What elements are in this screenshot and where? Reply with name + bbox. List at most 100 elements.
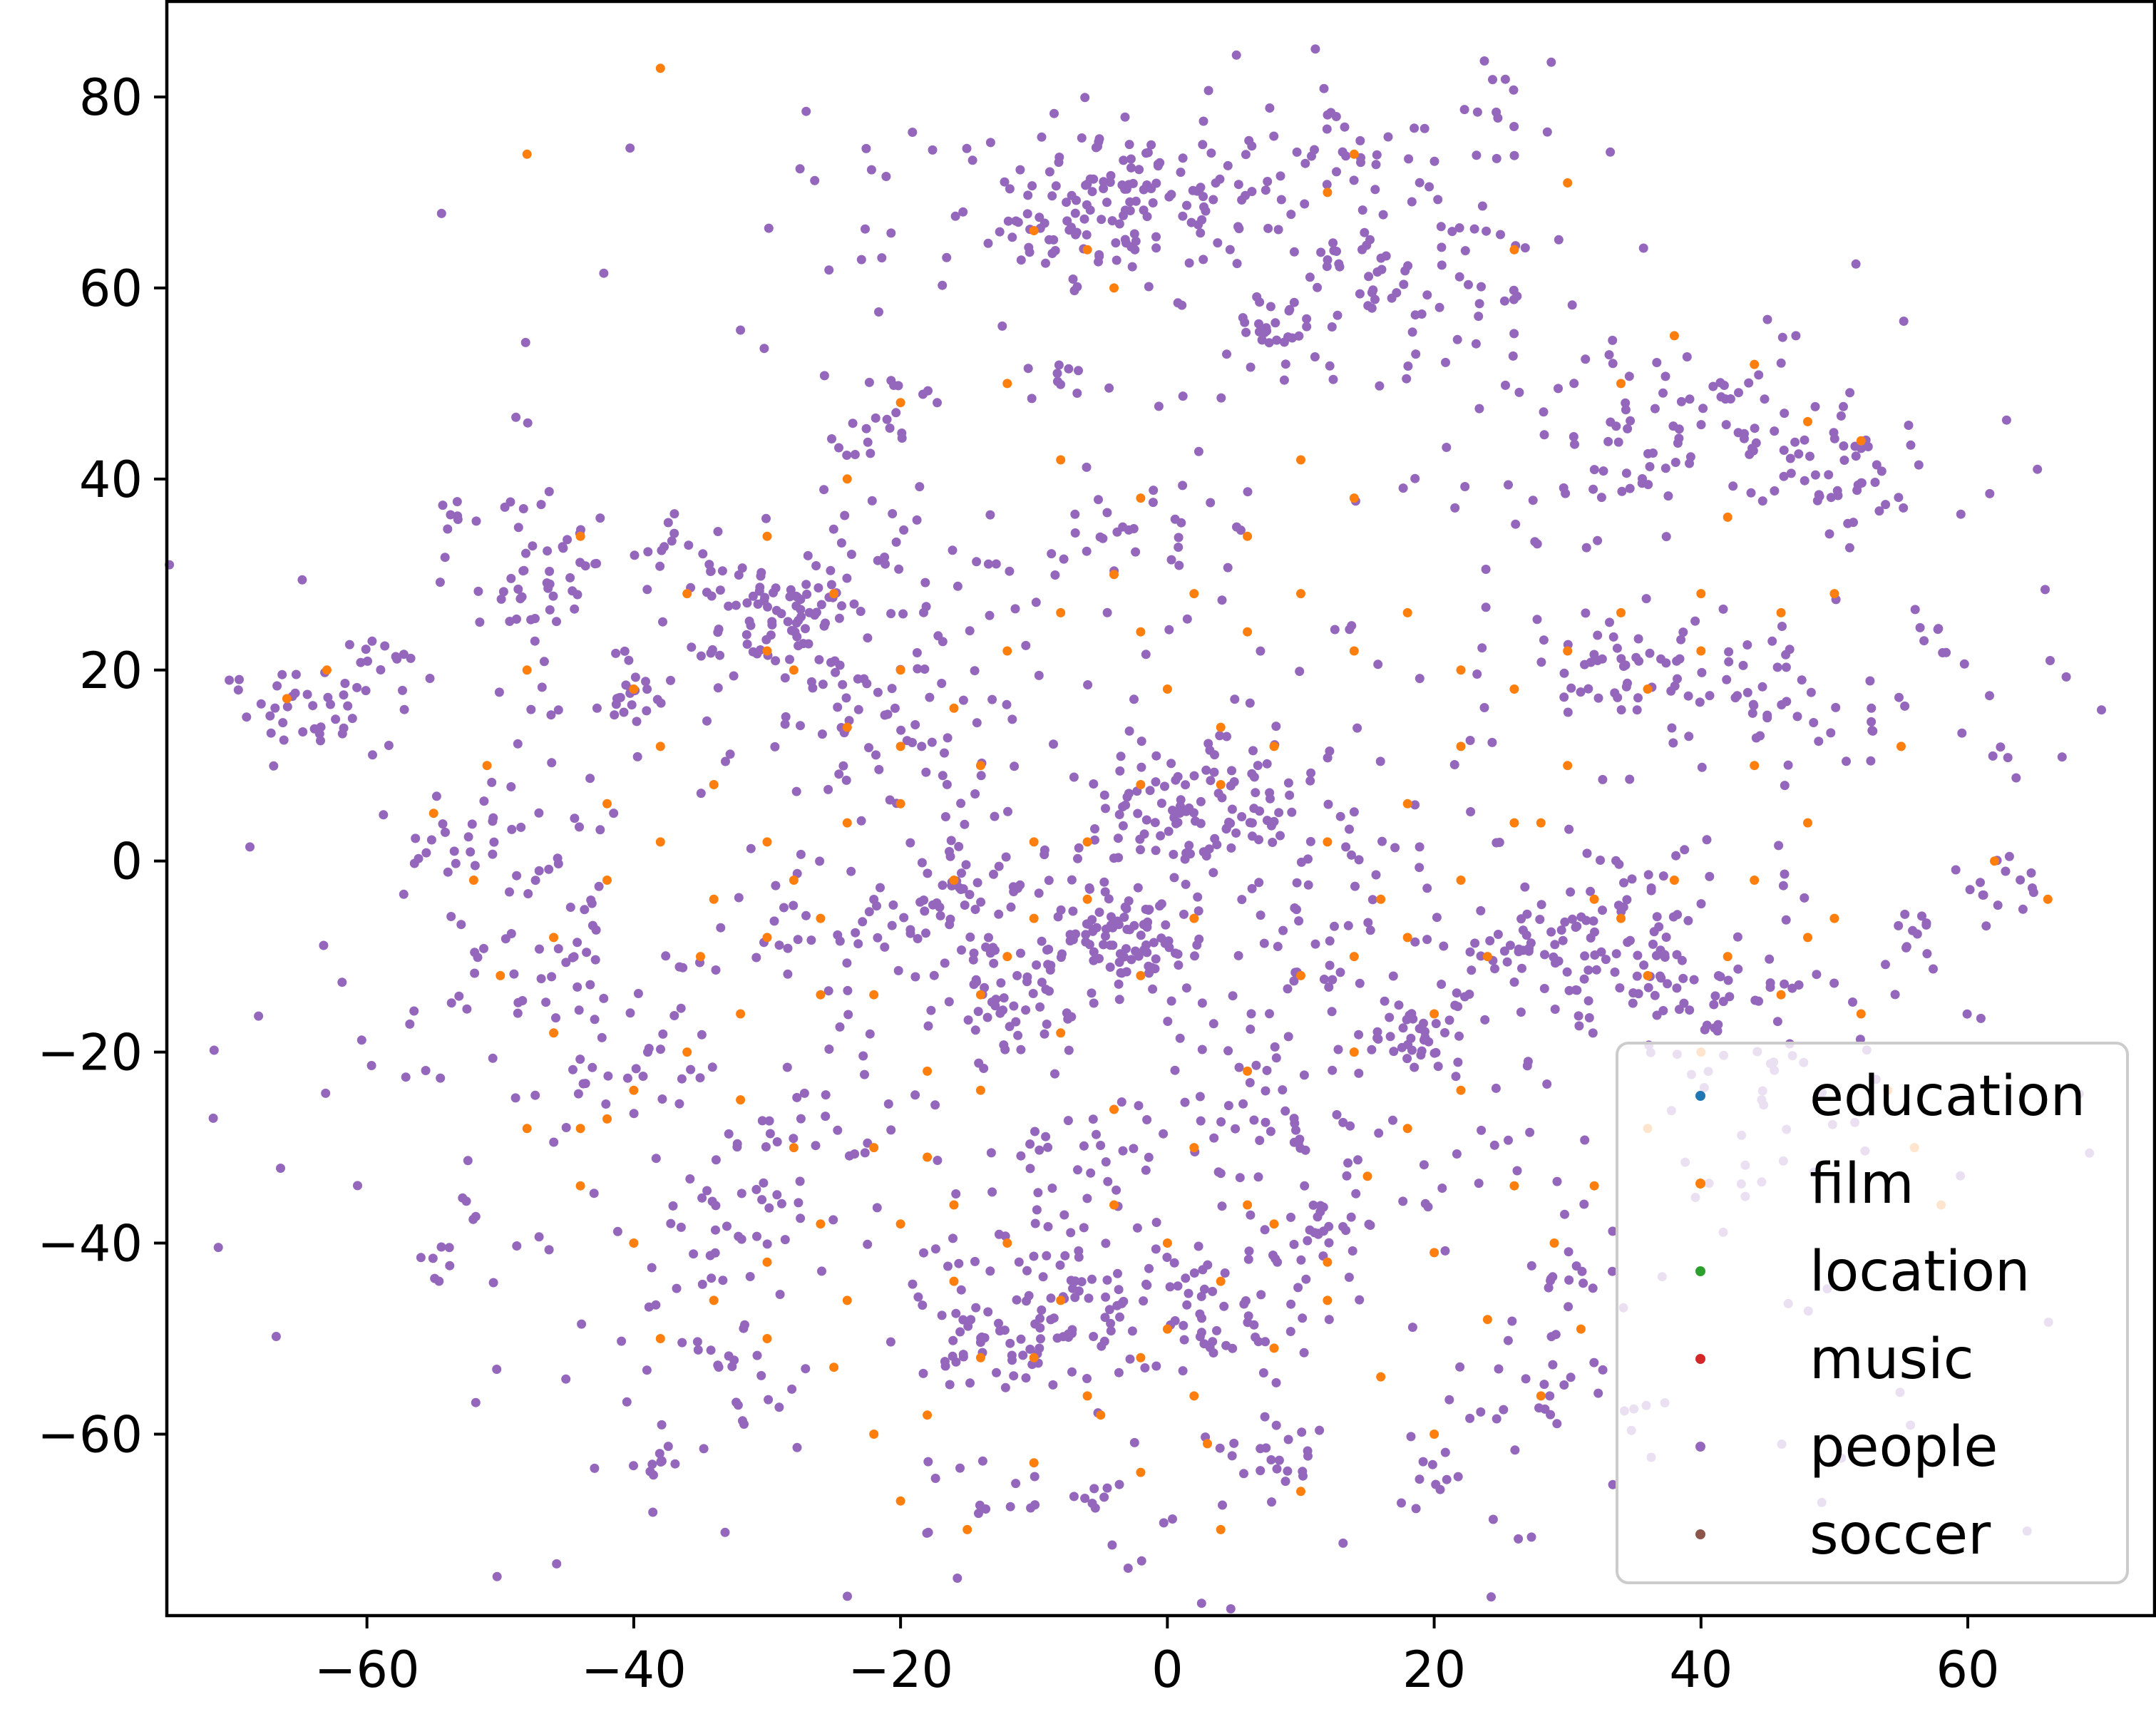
scatter-point-film xyxy=(895,741,905,751)
scatter-point-film xyxy=(736,1095,746,1105)
scatter-point-people xyxy=(513,1008,523,1018)
scatter-point-people xyxy=(1589,1358,1599,1367)
scatter-point-people xyxy=(718,1276,728,1286)
scatter-point-people xyxy=(1610,968,1620,977)
scatter-point-people xyxy=(1710,991,1720,1001)
scatter-point-people xyxy=(1089,1484,1099,1494)
scatter-point-people xyxy=(431,791,441,801)
scatter-point-people xyxy=(543,546,553,556)
x-tick-label: 60 xyxy=(1936,1641,2000,1699)
scatter-point-people xyxy=(1352,723,1362,733)
scatter-point-people xyxy=(573,1089,583,1099)
scatter-point-people xyxy=(590,1463,600,1473)
scatter-point-people xyxy=(1254,319,1263,329)
scatter-point-people xyxy=(1465,1413,1475,1423)
scatter-point-film xyxy=(975,990,985,1000)
scatter-point-people xyxy=(1145,786,1155,796)
scatter-point-people xyxy=(1001,852,1011,862)
scatter-point-people xyxy=(1025,1139,1035,1149)
scatter-point-film xyxy=(1056,1295,1066,1305)
scatter-point-film xyxy=(1509,818,1519,828)
scatter-point-people xyxy=(1113,1268,1122,1278)
scatter-point-film xyxy=(789,1143,799,1153)
scatter-point-people xyxy=(711,1225,720,1235)
scatter-point-people xyxy=(1567,300,1577,310)
scatter-point-people xyxy=(1564,1302,1574,1312)
scatter-point-people xyxy=(918,389,928,399)
scatter-point-people xyxy=(1684,732,1694,741)
scatter-point-people xyxy=(1101,1292,1111,1302)
scatter-point-people xyxy=(1118,1146,1128,1156)
scatter-point-people xyxy=(1181,879,1191,889)
scatter-point-people xyxy=(1074,1252,1084,1262)
scatter-point-people xyxy=(1621,468,1631,478)
scatter-point-people xyxy=(1894,493,1904,503)
scatter-point-people xyxy=(1633,989,1643,999)
scatter-point-people xyxy=(1560,917,1570,927)
scatter-point-people xyxy=(565,903,575,912)
scatter-point-people xyxy=(697,1279,707,1289)
scatter-point-people xyxy=(1071,929,1080,939)
scatter-point-people xyxy=(965,626,975,636)
scatter-point-people xyxy=(1340,122,1350,132)
scatter-point-people xyxy=(1300,1181,1310,1191)
scatter-point-people xyxy=(865,1029,875,1039)
scatter-point-people xyxy=(1286,1299,1296,1309)
scatter-point-people xyxy=(1000,1045,1010,1054)
scatter-point-people xyxy=(1176,168,1186,178)
scatter-point-people xyxy=(1043,1142,1053,1152)
scatter-point-people xyxy=(1247,187,1257,197)
scatter-point-people xyxy=(1536,657,1546,667)
scatter-point-people xyxy=(518,504,528,513)
scatter-point-people xyxy=(1740,428,1749,438)
scatter-point-people xyxy=(816,600,826,610)
scatter-point-people xyxy=(725,749,735,759)
scatter-point-people xyxy=(1182,614,1192,624)
scatter-point-people xyxy=(1121,800,1131,810)
scatter-point-people xyxy=(661,951,671,961)
scatter-point-film xyxy=(1056,1028,1066,1038)
scatter-point-people xyxy=(1598,466,1608,476)
scatter-point-people xyxy=(1767,636,1777,646)
scatter-point-people xyxy=(925,692,935,702)
scatter-point-people xyxy=(1544,1283,1554,1293)
scatter-point-people xyxy=(1223,563,1233,573)
scatter-point-people xyxy=(1136,762,1146,772)
scatter-point-people xyxy=(1511,519,1521,529)
scatter-point-film xyxy=(869,1430,879,1439)
scatter-point-people xyxy=(1156,899,1166,909)
scatter-point-people xyxy=(1623,424,1633,433)
scatter-point-people xyxy=(1246,362,1256,372)
scatter-point-people xyxy=(462,1004,472,1014)
scatter-point-people xyxy=(876,883,885,893)
scatter-point-people xyxy=(873,687,883,697)
scatter-point-people xyxy=(1482,226,1492,236)
scatter-point-people xyxy=(913,1292,923,1302)
scatter-point-people xyxy=(1460,246,1470,256)
scatter-point-people xyxy=(1560,1209,1569,1219)
scatter-point-people xyxy=(1007,232,1017,242)
scatter-point-people xyxy=(1415,674,1424,684)
scatter-point-people xyxy=(1307,151,1316,161)
scatter-point-people xyxy=(1030,1500,1040,1510)
scatter-point-people xyxy=(1327,1007,1337,1017)
scatter-point-people xyxy=(1233,222,1243,232)
scatter-point-people xyxy=(666,1218,676,1228)
scatter-point-people xyxy=(757,1116,767,1126)
scatter-point-people xyxy=(1144,905,1154,915)
scatter-point-people xyxy=(928,145,938,155)
scatter-point-people xyxy=(1524,946,1534,956)
scatter-point-people xyxy=(923,1527,933,1537)
scatter-point-people xyxy=(1285,790,1295,800)
scatter-point-people xyxy=(989,869,998,879)
scatter-point-people xyxy=(416,1253,426,1263)
scatter-point-film xyxy=(1056,607,1066,617)
scatter-point-people xyxy=(1046,1293,1056,1303)
scatter-point-people xyxy=(1319,83,1329,93)
scatter-point-people xyxy=(1377,836,1387,846)
scatter-point-people xyxy=(1249,772,1259,782)
scatter-point-people xyxy=(1757,682,1767,692)
scatter-point-people xyxy=(1114,920,1124,930)
scatter-point-people xyxy=(208,1113,218,1123)
scatter-point-people xyxy=(1126,154,1136,164)
